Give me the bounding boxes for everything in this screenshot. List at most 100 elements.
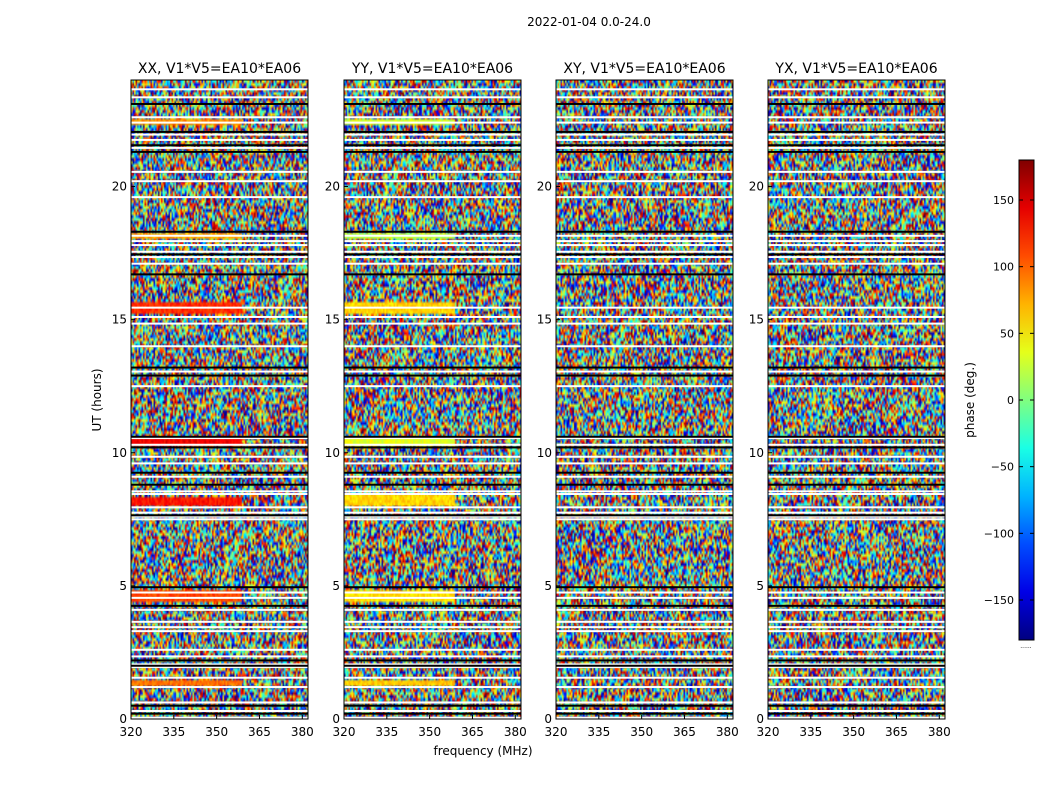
dark-row — [768, 374, 945, 377]
panel-title: YY, V1*V5=EA10*EA06 — [351, 61, 513, 77]
x-axis-label: frequency (MHz) — [433, 744, 532, 758]
flagged-row — [768, 475, 945, 478]
y-tick-label: 15 — [325, 313, 340, 327]
flagged-row — [131, 306, 308, 309]
dark-row — [768, 130, 945, 133]
flagged-row — [556, 591, 733, 594]
flagged-row — [556, 666, 733, 669]
flagged-row — [344, 462, 521, 465]
flagged-row — [344, 146, 521, 149]
dark-row — [131, 374, 308, 377]
flagged-row — [131, 490, 308, 493]
y-tick-label: 20 — [537, 180, 552, 194]
flagged-row — [556, 663, 733, 666]
dark-row — [556, 366, 733, 369]
flagged-row — [556, 196, 733, 199]
dark-row — [131, 712, 308, 715]
flagged-row — [344, 648, 521, 651]
flagged-row — [131, 511, 308, 514]
y-tick-label: 0 — [756, 712, 764, 726]
flagged-row — [768, 655, 945, 658]
dark-row — [556, 712, 733, 715]
dark-row — [344, 664, 521, 667]
flagged-row — [768, 240, 945, 243]
flagged-row — [344, 240, 521, 243]
flagged-row — [131, 315, 308, 318]
flagged-row — [556, 244, 733, 247]
flagged-row — [131, 493, 308, 496]
dark-row — [131, 664, 308, 667]
dark-row — [344, 273, 521, 276]
flagged-row — [344, 511, 521, 514]
colorbar-tick-label: 100 — [993, 261, 1014, 274]
flagged-row — [768, 716, 945, 719]
dark-row — [131, 659, 308, 662]
dark-row — [131, 435, 308, 438]
y-tick-label: 5 — [119, 579, 127, 593]
panel-frame — [555, 79, 734, 720]
dark-row — [344, 514, 521, 517]
flagged-row — [344, 322, 521, 325]
flagged-row — [131, 133, 308, 136]
dark-row — [556, 253, 733, 256]
flagged-row — [768, 663, 945, 666]
flagged-row — [344, 490, 521, 493]
flagged-row — [556, 443, 733, 446]
dark-row — [768, 659, 945, 662]
flagged-row — [344, 515, 521, 518]
dark-row — [344, 704, 521, 707]
flagged-row — [131, 116, 308, 119]
flagged-row — [344, 370, 521, 373]
flagged-row — [344, 244, 521, 247]
flagged-row — [556, 116, 733, 119]
heatmap-yy — [344, 80, 521, 719]
flagged-row — [131, 676, 308, 679]
panel-xy: XY, V1*V5=EA10*EA06 320 335 350 365 380 0 5 10 15… — [537, 61, 739, 739]
flagged-row — [768, 518, 945, 521]
dark-row — [131, 102, 308, 105]
dark-row — [556, 150, 733, 153]
flagged-row — [768, 620, 945, 623]
dark-row — [131, 446, 308, 449]
flagged-row — [344, 250, 521, 253]
flagged-row — [556, 626, 733, 629]
dark-row — [131, 483, 308, 486]
x-tick-label: 350 — [630, 725, 653, 739]
dark-row — [131, 704, 308, 707]
y-tick-label: 20 — [749, 180, 764, 194]
dark-row — [344, 230, 521, 233]
y-tick-label: 15 — [537, 313, 552, 327]
flagged-row — [768, 234, 945, 237]
dark-row — [768, 586, 945, 589]
flagged-row — [768, 443, 945, 446]
x-tick-label: 380 — [291, 725, 314, 739]
panel-title: XY, V1*V5=EA10*EA06 — [563, 61, 725, 77]
panel-frame — [130, 79, 309, 720]
flagged-row — [768, 511, 945, 514]
x-tick-label: 320 — [545, 725, 568, 739]
y-tick-label: 15 — [749, 313, 764, 327]
colorbar-label: phase (deg.) — [963, 362, 977, 438]
flagged-row — [344, 455, 521, 458]
flagged-row — [556, 88, 733, 91]
flagged-row — [131, 608, 308, 611]
flagged-row — [768, 250, 945, 253]
flagged-row — [556, 506, 733, 509]
flagged-row — [344, 256, 521, 259]
flagged-row — [768, 133, 945, 136]
flagged-row — [556, 385, 733, 388]
dark-row — [344, 102, 521, 105]
dark-row — [768, 253, 945, 256]
dark-row — [556, 483, 733, 486]
dark-row — [344, 471, 521, 474]
flagged-row — [556, 138, 733, 141]
dark-row — [344, 446, 521, 449]
dark-row — [556, 446, 733, 449]
panel-frame — [343, 79, 522, 720]
flagged-row — [344, 518, 521, 521]
flagged-row — [131, 666, 308, 669]
y-tick-label: 5 — [332, 579, 340, 593]
flagged-row — [131, 146, 308, 149]
x-tick-label: 380 — [928, 725, 951, 739]
